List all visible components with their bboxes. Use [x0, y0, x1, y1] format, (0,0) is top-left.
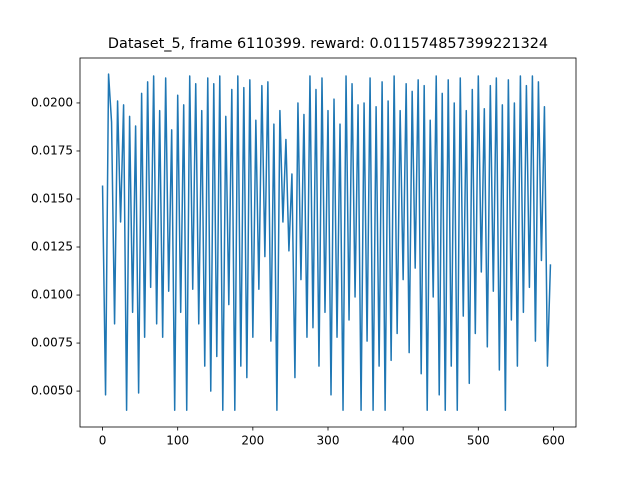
x-tick-label: 200	[241, 434, 264, 448]
y-tick-label: 0.0175	[31, 143, 73, 157]
chart-title: Dataset_5, frame 6110399. reward: 0.0115…	[108, 36, 548, 52]
y-tick-label: 0.0075	[31, 336, 73, 350]
y-tick-label: 0.0100	[31, 288, 73, 302]
x-tick-label: 600	[542, 434, 565, 448]
y-tick-label: 0.0125	[31, 240, 73, 254]
y-tick-label: 0.0150	[31, 191, 73, 205]
x-tick-label: 300	[317, 434, 340, 448]
x-tick-label: 0	[99, 434, 107, 448]
plot-frame	[79, 57, 577, 428]
x-tick-label: 100	[166, 434, 189, 448]
data-line	[101, 73, 552, 412]
y-tick-label: 0.0050	[31, 384, 73, 398]
x-tick-label: 400	[392, 434, 415, 448]
x-tick-label: 500	[467, 434, 490, 448]
y-tick-label: 0.0200	[31, 95, 73, 109]
